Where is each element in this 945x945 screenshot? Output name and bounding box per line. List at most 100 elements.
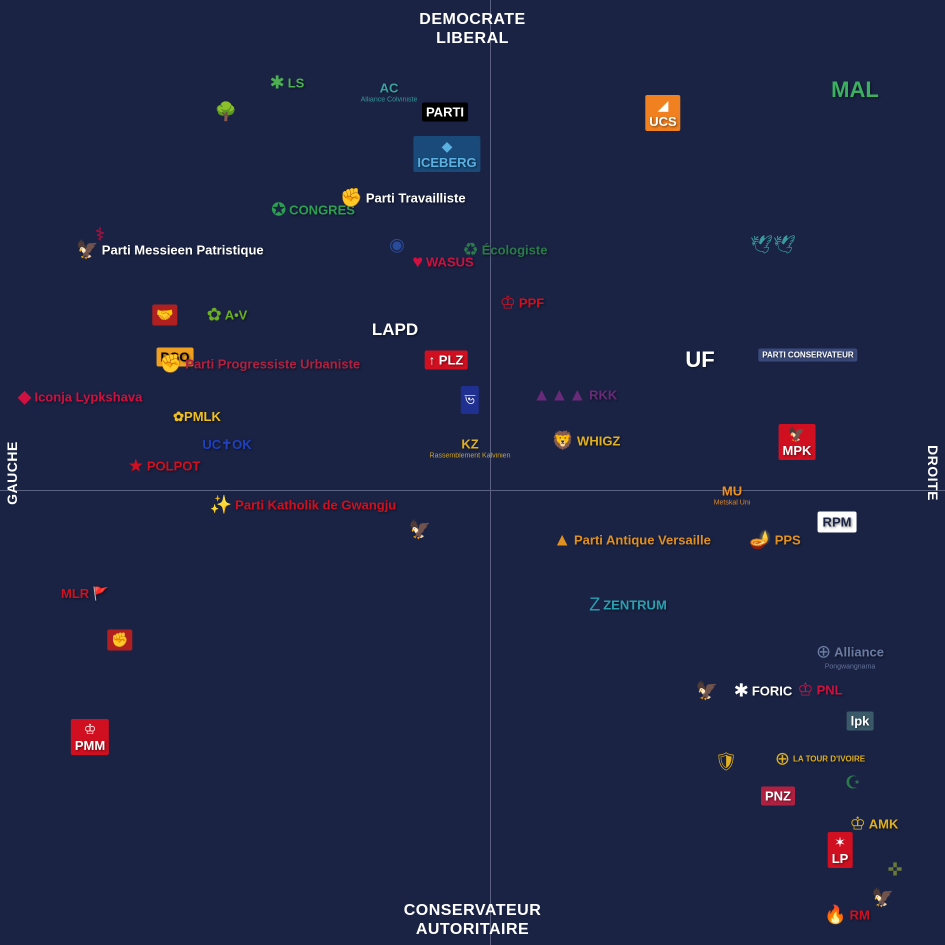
party-alliance-p: ⊕Alliance Pongwangnama (816, 642, 884, 671)
party-conservateur: PARTI CONSERVATEUR (758, 349, 857, 362)
ls-icon: ✱ (270, 73, 285, 94)
party-ucs: ◢UCS (645, 95, 680, 131)
ecolo-label: Écologiste (482, 243, 548, 258)
party-tour: ⊕LA TOUR D'IVOIRE (775, 749, 865, 770)
lpk-label: lpk (851, 714, 870, 729)
party-birds: 🕊🕊 (750, 235, 796, 256)
tour-icon: ⊕ (775, 749, 790, 770)
party-ecolo: ♻Écologiste (463, 240, 548, 261)
z-label: ZENTRUM (603, 598, 667, 613)
party-rm: 🔥RM (824, 905, 870, 926)
whigz-label: WHIGZ (577, 434, 620, 449)
party-av: ✿A•V (207, 305, 248, 326)
kz-label: KZ (461, 437, 478, 452)
party-badge: ✜ (887, 860, 902, 881)
party-uf: UF (685, 347, 714, 373)
foric-label: FORIC (752, 684, 792, 699)
vertical-axis (490, 0, 491, 945)
iceberg-icon: ◆ (442, 138, 453, 155)
ecolo-icon: ♻ (463, 240, 479, 261)
katholik-label: Parti Katholik de Gwangju (235, 498, 396, 513)
party-mal: MAL (831, 77, 879, 103)
party-rkk: ▲▲▲RKK (533, 385, 618, 406)
lp-icon: ✶ (834, 834, 846, 851)
mpk-label: MPK (783, 443, 812, 458)
lypshaya-label: Iconja Lypkshava (34, 390, 142, 405)
pps-label: PPS (775, 533, 801, 548)
pmm-label: PMM (75, 738, 105, 753)
lapd-label: LAPD (372, 320, 418, 340)
party-tree: 🌳 (215, 102, 237, 123)
party-iceberg: ◆ICEBERG (413, 136, 480, 172)
party-parti-progr: ✊Parti Progressiste Urbaniste (160, 354, 360, 375)
party-katholik: ✨Parti Katholik de Gwangju (210, 495, 397, 516)
mlr-label: MLR 🚩 (61, 586, 109, 602)
axis-label-top-2: LIBERAL (0, 29, 945, 48)
mpk-icon: 🦅 (788, 426, 805, 443)
pyramid-icon: ▲ (553, 530, 571, 551)
z-icon: Z (589, 595, 600, 616)
party-parti: PARTI (422, 103, 468, 122)
kz-sublabel: Rassemblement Kalvinien (430, 453, 511, 460)
av-label: A•V (225, 308, 248, 323)
rpm-label: RPM (823, 515, 852, 530)
axis-label-top: DEMOCRATE LIBERAL (0, 10, 945, 48)
ucs-label: UCS (649, 114, 676, 129)
alliance-p-label: Alliance (834, 645, 884, 660)
ac-sublabel: Alliance Colviniste (361, 97, 418, 104)
party-lypshaya: ◆Iconja Lypkshava (18, 387, 143, 408)
pnz-label: PNZ (765, 789, 791, 804)
party-pps: 🪔PPS (749, 530, 800, 551)
eagle3-icon: 🦅 (696, 681, 718, 702)
pmm-icon: ♔ (84, 721, 97, 738)
travailliste-icon: ✊ (340, 188, 362, 209)
party-hands: 🤝 (152, 305, 177, 326)
rkk-label: RKK (589, 388, 617, 403)
shield-icon: 🛡 (715, 752, 738, 773)
axis-label-top-1: DEMOCRATE (0, 10, 945, 29)
axis-label-bottom-2: AUTORITAIRE (0, 920, 945, 939)
rm-icon: 🔥 (824, 905, 846, 926)
party-pnz: PNZ (761, 787, 795, 806)
alliance-p-icon: ⊕ (816, 642, 831, 663)
party-pnl: ♔PNL (797, 680, 842, 701)
plz-label: ↑ PLZ (429, 353, 464, 368)
whigz-icon: 🦁 (552, 431, 574, 452)
ls-label: LS (288, 76, 305, 91)
uf-label: UF (685, 347, 714, 373)
mu-label: MU (722, 484, 742, 499)
axis-label-right: DROITE (925, 445, 941, 501)
bluecircle-icon: ◉ (389, 235, 405, 256)
mal-label: MAL (831, 77, 879, 103)
ucok-label: UC✝OK (202, 437, 251, 453)
party-z: ZZENTRUM (589, 595, 667, 616)
party-mosque: ☪ (845, 773, 861, 794)
congres-icon: ✪ (271, 200, 286, 221)
rkk-icon: ▲▲▲ (533, 385, 586, 406)
party-pmlk: ✿PMLK (173, 409, 221, 425)
axis-label-bottom: CONSERVATEUR AUTORITAIRE (0, 901, 945, 939)
iceberg-label: ICEBERG (417, 155, 476, 170)
amk-label: AMK (869, 817, 899, 832)
party-lp: ✶LP (828, 832, 853, 868)
party-ls: ✱LS (270, 73, 305, 94)
logo3-icon: ভ (465, 388, 475, 412)
alliance-p-sublabel: Pongwangnama (825, 664, 876, 671)
badge-icon: ✜ (887, 860, 902, 881)
pyramid-label: Parti Antique Versaille (574, 533, 711, 548)
eagle2-icon: 🦅 (409, 520, 431, 541)
party-travailliste: ✊Parti Travailliste (340, 188, 465, 209)
lp-label: LP (832, 851, 849, 866)
parti-progr-label: Parti Progressiste Urbaniste (185, 357, 360, 372)
ppf-icon: ♔ (500, 293, 516, 314)
axis-label-bottom-1: CONSERVATEUR (0, 901, 945, 920)
bird2-icon: 🦅 (872, 888, 894, 909)
mosque-icon: ☪ (845, 773, 861, 794)
mu-sublabel: Metskal Uni (714, 500, 751, 507)
axis-label-left: GAUCHE (4, 441, 20, 505)
party-mu: MUMetskal Uni (714, 484, 751, 507)
party-mpk: 🦅MPK (779, 424, 816, 460)
party-pmm: ♔PMM (71, 719, 109, 755)
party-eagle1: 🦅Parti Messieen Patristique (76, 240, 263, 261)
pnl-icon: ♔ (797, 680, 813, 701)
